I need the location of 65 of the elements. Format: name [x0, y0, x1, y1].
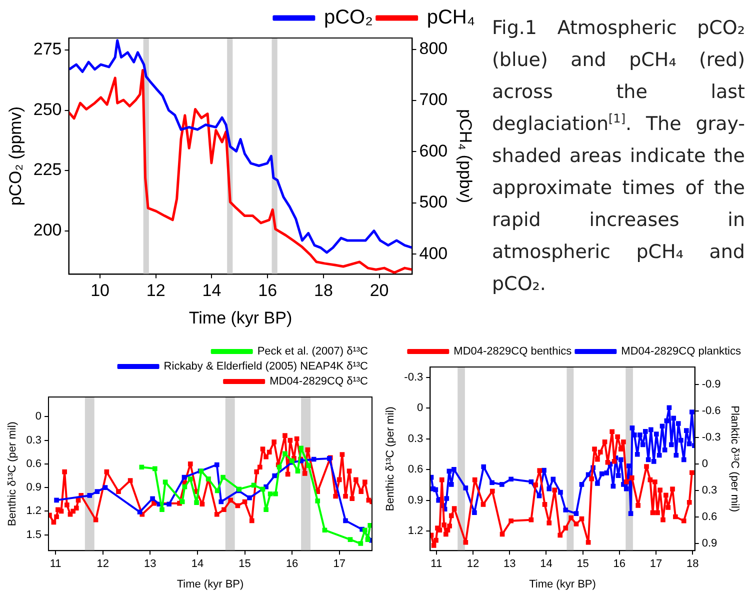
y-tick-label: 0.9: [26, 482, 42, 494]
x-tick-label: 17: [333, 558, 346, 570]
x-tick-label: 16: [258, 281, 278, 300]
x-tick-label: 12: [146, 281, 166, 300]
y2-tick-label: -0.6: [702, 405, 721, 418]
y2-tick-label: -0.3: [702, 432, 721, 444]
x-tick-label: 18: [314, 281, 333, 300]
y2-tick-label: 0.9: [702, 538, 718, 550]
y2-tick-label: 0.3: [702, 484, 718, 497]
y-axis-title: Benthic δ¹³C (per mil): [384, 406, 397, 512]
y2-tick-label: -0.9: [702, 378, 721, 391]
y-tick-label: -0.3: [404, 371, 424, 384]
x-tick-label: 13: [144, 558, 156, 570]
legend-label: MD04-2829CQ planktics: [621, 346, 742, 358]
x-tick-label: 16: [613, 558, 626, 570]
y-axis-title: Benthic δ¹³C (per mil): [6, 422, 19, 526]
x-tick-label: 17: [650, 558, 662, 570]
legend-label: MD04-2829CQ benthics: [454, 346, 572, 358]
x-tick-label: 11: [430, 558, 442, 570]
y-tick-label: 0.3: [408, 432, 424, 445]
x-tick-label: 10: [90, 281, 110, 300]
y-tick-label: 1.2: [408, 525, 424, 538]
y-tick-label: 0.6: [26, 458, 42, 470]
x-tick-label: 20: [370, 281, 389, 300]
x-tick-label: 16: [286, 558, 298, 570]
y2-tick-label: 600: [419, 141, 448, 160]
y-tick-label: 0: [35, 410, 42, 423]
y2-tick-label: 400: [419, 244, 448, 263]
y-axis-title: pCO₂ (ppmv): [6, 106, 25, 206]
x-tick-label: 11: [50, 558, 62, 570]
y-tick-label: 225: [33, 160, 62, 180]
legend-label: pCH₄: [426, 6, 476, 29]
y-tick-label: 200: [33, 220, 62, 240]
y2-axis-title: Planktic δ¹³C (per mil): [728, 406, 740, 512]
x-tick-label: 13: [503, 558, 516, 570]
legend-label: Rickaby & Elderfield (2005) NEAP4K δ¹³C: [164, 360, 368, 373]
x-tick-label: 12: [466, 558, 480, 570]
y-tick-label: 1.5: [26, 528, 42, 541]
legend-label: MD04-2829CQ δ¹³C: [270, 376, 368, 388]
y-tick-label: 0.3: [26, 434, 42, 446]
y2-tick-label: 500: [419, 192, 448, 212]
x-axis-title: Time (kyr BP): [176, 578, 244, 590]
x-tick-label: 12: [96, 558, 110, 570]
y-tick-label: 0: [417, 402, 424, 414]
y-tick-label: 1.2: [26, 505, 42, 518]
y-tick-label: 0.6: [408, 464, 424, 476]
y2-tick-label: 700: [419, 90, 448, 110]
y-tick-label: 275: [33, 40, 62, 59]
x-tick-label: 14: [191, 558, 204, 570]
y2-axis-title: pCH₄ (ppbv): [456, 109, 476, 204]
y2-tick-label: 0.6: [702, 511, 718, 524]
legend-label: Peck et al. (2007) δ¹³C: [257, 346, 368, 358]
legend-label: pCO₂: [324, 6, 373, 29]
y2-tick-label: 800: [419, 38, 448, 58]
x-axis-title: Time (kyr BP): [188, 308, 292, 328]
x-tick-label: 15: [238, 558, 251, 570]
x-tick-label: 15: [576, 558, 589, 570]
x-axis-title: Time (kyr BP): [529, 578, 596, 590]
x-tick-label: 14: [202, 281, 222, 300]
x-tick-label: 14: [540, 558, 552, 570]
x-tick-label: 18: [686, 558, 699, 570]
y-tick-label: 250: [33, 100, 62, 119]
y2-tick-label: 0: [702, 458, 708, 470]
y-tick-label: 0.9: [408, 494, 424, 506]
text: Fig.1 Atmospheric pCO₂ (blue) and pCH₄ (red) across the last deglaciation$^{[1]}$. The gray-shaded areas indicate the approximate times of the rapid increases in atmospheric pCH₄ and pCO₂.: [492, 17, 745, 295]
